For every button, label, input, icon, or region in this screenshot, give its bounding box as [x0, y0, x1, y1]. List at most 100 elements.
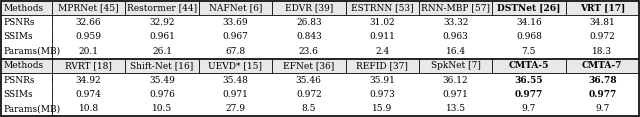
Text: 10.5: 10.5	[152, 104, 172, 113]
Bar	[199, 87, 272, 102]
Bar	[52, 44, 125, 58]
Text: 33.69: 33.69	[223, 18, 248, 27]
Text: PSNRs: PSNRs	[3, 18, 35, 27]
Bar	[272, 102, 346, 116]
Bar	[199, 58, 272, 73]
Text: 7.5: 7.5	[522, 47, 536, 56]
Bar	[419, 102, 492, 116]
Bar	[566, 15, 639, 30]
Text: 9.7: 9.7	[595, 104, 609, 113]
Bar	[52, 87, 125, 102]
Bar	[52, 58, 125, 73]
Bar	[272, 1, 346, 15]
Bar	[492, 15, 566, 30]
Bar	[346, 102, 419, 116]
Text: Methods: Methods	[3, 61, 44, 70]
Text: UEVD* [15]: UEVD* [15]	[209, 61, 262, 70]
Text: NAFNet [6]: NAFNet [6]	[209, 4, 262, 13]
Text: EFNet [36]: EFNet [36]	[283, 61, 335, 70]
Bar	[492, 44, 566, 58]
Bar	[492, 58, 566, 73]
Bar	[272, 44, 346, 58]
Text: 35.91: 35.91	[369, 76, 395, 85]
Bar	[199, 30, 272, 44]
Bar	[1, 1, 52, 15]
Bar	[492, 87, 566, 102]
Bar	[1, 58, 52, 73]
Bar	[346, 87, 419, 102]
Text: 32.92: 32.92	[149, 18, 175, 27]
Text: 0.977: 0.977	[515, 90, 543, 99]
Text: 34.16: 34.16	[516, 18, 542, 27]
Text: SSIMs: SSIMs	[3, 90, 33, 99]
Bar	[419, 58, 492, 73]
Bar	[125, 1, 199, 15]
Text: 0.911: 0.911	[369, 32, 395, 41]
Bar	[199, 73, 272, 87]
Bar	[419, 15, 492, 30]
Text: 2.4: 2.4	[375, 47, 389, 56]
Bar	[1, 30, 52, 44]
Bar	[346, 30, 419, 44]
Text: 13.5: 13.5	[445, 104, 466, 113]
Bar	[199, 44, 272, 58]
Text: SpkNet [7]: SpkNet [7]	[431, 61, 481, 70]
Bar	[492, 30, 566, 44]
Text: 23.6: 23.6	[299, 47, 319, 56]
Text: 0.971: 0.971	[223, 90, 248, 99]
Text: 26.1: 26.1	[152, 47, 172, 56]
Text: RVRT [18]: RVRT [18]	[65, 61, 112, 70]
Bar	[272, 87, 346, 102]
Bar	[125, 87, 199, 102]
Text: SSIMs: SSIMs	[3, 32, 33, 41]
Bar	[492, 102, 566, 116]
Text: VRT [17]: VRT [17]	[580, 4, 625, 13]
Text: 26.83: 26.83	[296, 18, 322, 27]
Bar	[52, 73, 125, 87]
Bar	[566, 102, 639, 116]
Text: 0.974: 0.974	[76, 90, 102, 99]
Bar	[1, 102, 52, 116]
Bar	[125, 44, 199, 58]
Text: 18.3: 18.3	[592, 47, 612, 56]
Text: 36.78: 36.78	[588, 76, 616, 85]
Text: Methods: Methods	[3, 4, 44, 13]
Text: 10.8: 10.8	[79, 104, 99, 113]
Bar	[492, 73, 566, 87]
Bar	[419, 87, 492, 102]
Bar	[125, 73, 199, 87]
Bar	[492, 1, 566, 15]
Bar	[1, 15, 52, 30]
Text: 35.46: 35.46	[296, 76, 322, 85]
Text: EDVR [39]: EDVR [39]	[285, 4, 333, 13]
Bar	[566, 30, 639, 44]
Bar	[125, 102, 199, 116]
Text: 35.48: 35.48	[223, 76, 248, 85]
Text: 0.963: 0.963	[443, 32, 468, 41]
Bar	[52, 30, 125, 44]
Text: 32.66: 32.66	[76, 18, 102, 27]
Text: 15.9: 15.9	[372, 104, 392, 113]
Bar	[419, 30, 492, 44]
Bar	[346, 15, 419, 30]
Text: 34.92: 34.92	[76, 76, 102, 85]
Bar	[566, 73, 639, 87]
Bar	[1, 44, 52, 58]
Bar	[566, 1, 639, 15]
Text: 16.4: 16.4	[445, 47, 466, 56]
Bar	[125, 30, 199, 44]
Text: 36.12: 36.12	[443, 76, 468, 85]
Text: 35.49: 35.49	[149, 76, 175, 85]
Bar	[52, 1, 125, 15]
Text: 0.968: 0.968	[516, 32, 542, 41]
Text: 33.32: 33.32	[443, 18, 468, 27]
Bar	[566, 87, 639, 102]
Text: 9.7: 9.7	[522, 104, 536, 113]
Text: 0.972: 0.972	[589, 32, 615, 41]
Bar	[125, 15, 199, 30]
Bar	[272, 15, 346, 30]
Bar	[272, 58, 346, 73]
Text: CMTA-7: CMTA-7	[582, 61, 623, 70]
Bar	[346, 58, 419, 73]
Text: RNN-MBP [57]: RNN-MBP [57]	[421, 4, 490, 13]
